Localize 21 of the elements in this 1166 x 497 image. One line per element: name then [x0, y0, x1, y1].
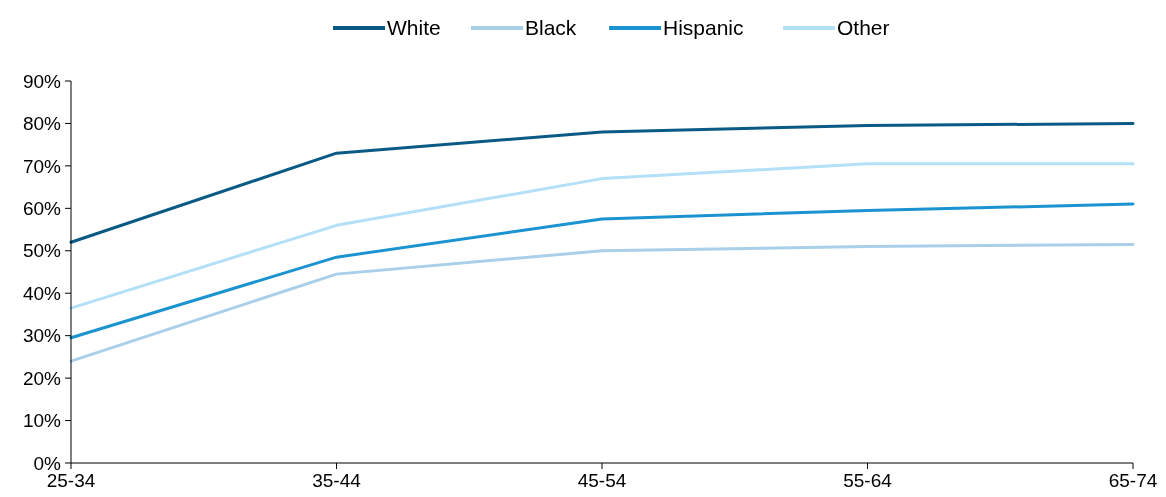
y-tick-label: 30% — [22, 325, 62, 347]
y-tick-label: 90% — [22, 70, 62, 92]
y-tick-label: 50% — [22, 240, 62, 262]
line-series — [69, 202, 1135, 340]
legend-label: Other — [837, 16, 890, 39]
line-series — [69, 162, 1135, 310]
legend-label: Hispanic — [663, 16, 744, 39]
y-tick-label: 60% — [22, 197, 62, 219]
y-tick-label: 80% — [22, 113, 62, 135]
legend-label: White — [387, 16, 441, 39]
x-tick-label: 55-64 — [843, 470, 893, 491]
y-tick-label: 70% — [22, 155, 62, 177]
line-series — [69, 242, 1135, 363]
x-tick-label: 35-44 — [312, 470, 362, 491]
legend-label: Black — [525, 16, 577, 39]
x-tick-label: 45-54 — [577, 470, 627, 491]
y-tick-label: 20% — [22, 367, 62, 389]
x-tick-label: 65-74 — [1108, 470, 1158, 491]
y-tick-label: 40% — [22, 282, 62, 304]
line-series — [69, 121, 1135, 244]
y-tick-label: 10% — [22, 410, 62, 432]
